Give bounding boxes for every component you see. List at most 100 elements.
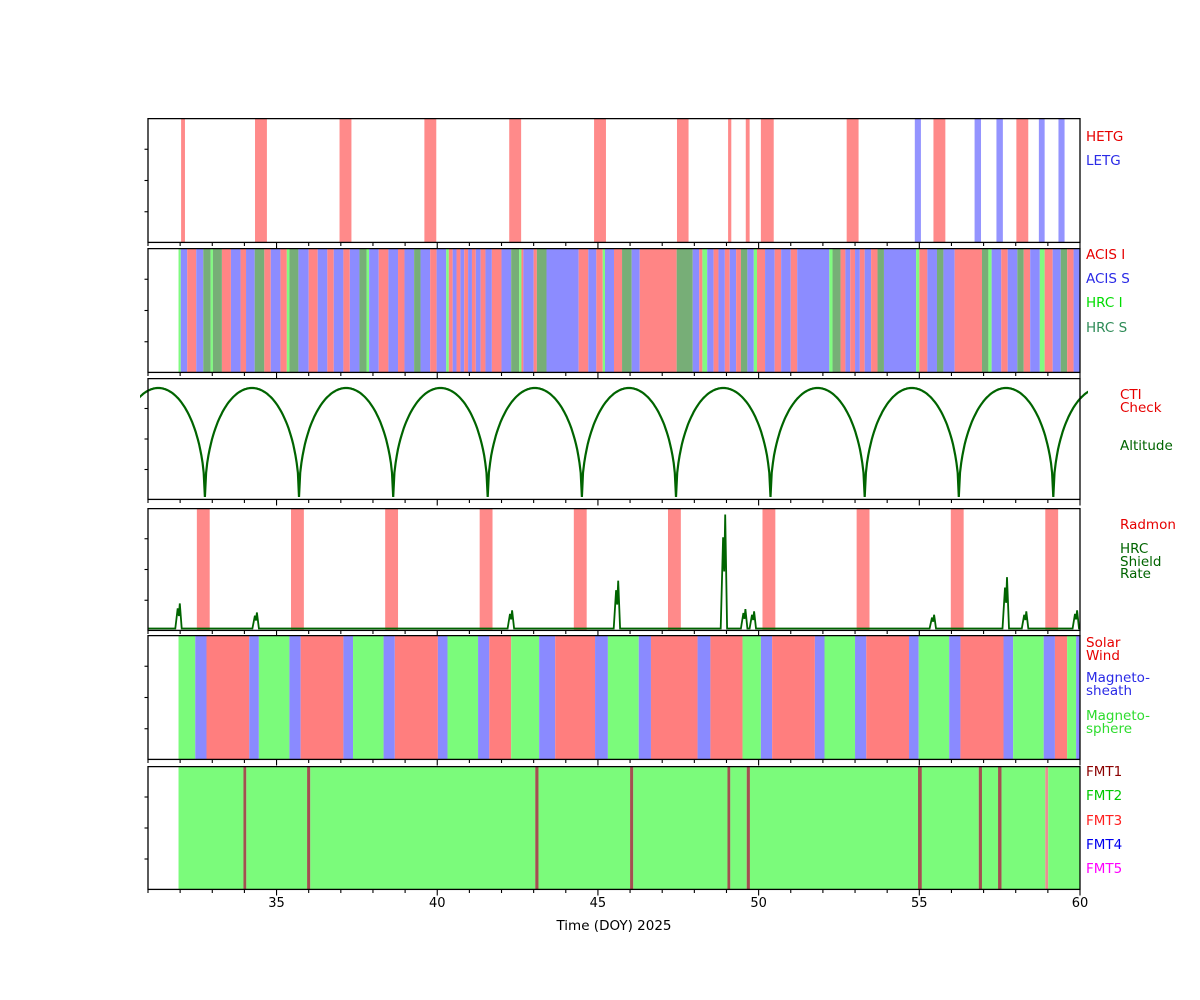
instruments-segment-acis_s	[196, 249, 204, 372]
gratings-bar-hetg	[933, 119, 946, 242]
panel-border	[147, 378, 1081, 501]
regions-segment-magnetosheath	[638, 636, 651, 759]
regions-segment-magnetosphere	[511, 636, 540, 759]
instruments-segment-acis_s	[460, 249, 465, 372]
instruments-segment-hrc_s	[832, 249, 841, 372]
regions-segment-magnetosheath	[478, 636, 490, 759]
instruments-segment-acis_s	[765, 249, 775, 372]
telemetry-segment-fmt3	[1045, 767, 1049, 889]
panel-canvas-regions	[144, 635, 1081, 766]
telemetry-segment-fmt2	[1001, 767, 1046, 889]
instruments-segment-acis_i	[491, 249, 502, 372]
telemetry-segment-fmt1	[243, 767, 247, 889]
instruments-segment-acis_s	[707, 249, 714, 372]
instruments-segment-acis_s	[230, 249, 241, 372]
instruments-segment-acis_s	[991, 249, 1002, 372]
instruments-segment-acis_i	[398, 249, 405, 372]
instruments-segment-acis_i	[736, 249, 741, 372]
instruments-segment-acis_i	[378, 249, 389, 372]
instruments-segment-hrc_i	[988, 249, 992, 372]
panel-canvas-radmon	[144, 508, 1081, 637]
regions-segment-magnetosheath	[697, 636, 711, 759]
instruments-segment-acis_s	[468, 249, 472, 372]
telemetry-segment-fmt1	[978, 767, 982, 889]
telemetry-segment-fmt1	[746, 767, 750, 889]
telemetry-segment-fmt2	[981, 767, 999, 889]
instruments-segment-acis_i	[264, 249, 271, 372]
instruments-segment-hrc_s	[936, 249, 944, 372]
instruments-segment-acis_s	[452, 249, 457, 372]
panel-border	[147, 508, 1081, 632]
regions-segment-magnetosphere	[607, 636, 639, 759]
regions-segment-solar_wind	[710, 636, 743, 759]
panel-canvas-telemetry	[144, 766, 1081, 896]
legend-label-radmon-1-1: Shield	[1120, 553, 1162, 570]
legend-label-regions-1-1: sheath	[1086, 682, 1133, 699]
instruments-segment-hrc_i	[916, 249, 920, 372]
legend-label-instruments-2-0: HRC I	[1086, 295, 1123, 311]
regions-segment-solar_wind	[489, 636, 512, 759]
gratings-bar-letg	[1038, 119, 1045, 242]
regions-segment-magnetosheath	[1003, 636, 1014, 759]
telemetry-segment-fmt2	[310, 767, 536, 889]
instruments-segment-acis_i	[954, 249, 982, 372]
x-tick-label-35: 35	[268, 896, 285, 911]
shield-rate-line	[148, 514, 1080, 630]
legend-label-radmon-1-2: Rate	[1120, 566, 1151, 582]
telemetry-segment-fmt1	[918, 767, 922, 889]
instruments-segment-hrc_s	[622, 249, 632, 372]
regions-segment-solar_wind	[960, 636, 1004, 759]
panel-border	[147, 766, 1081, 891]
instruments-segment-acis_s	[436, 249, 447, 372]
telemetry-segment-fmt1	[727, 767, 731, 889]
regions-segment-magnetosheath	[1076, 636, 1080, 759]
instruments-segment-acis_s	[927, 249, 937, 372]
legend-label-radmon-0-0: Radmon	[1120, 517, 1176, 533]
instruments-segment-acis_i	[521, 249, 524, 372]
telemetry-segment-fmt2	[749, 767, 919, 889]
legend-label-regions-0-0: Solar	[1086, 635, 1121, 651]
instruments-segment-acis_s	[943, 249, 955, 372]
legend-label-telemetry-1-0: FMT2	[1086, 788, 1123, 804]
instruments-segment-acis_s	[298, 249, 309, 372]
radmon-disable-bar	[479, 509, 493, 630]
gratings-bar-hetg	[846, 119, 859, 242]
regions-segment-solar_wind	[1054, 636, 1068, 759]
instruments-segment-hrc_s	[254, 249, 265, 372]
x-tick-label-55: 55	[911, 896, 928, 911]
regions-segment-magnetosphere	[918, 636, 950, 759]
regions-segment-solar_wind	[866, 636, 910, 759]
instruments-segment-acis_s	[1073, 249, 1080, 372]
panel-telemetry	[140, 766, 1088, 899]
gratings-bar-hetg	[594, 119, 606, 242]
x-tick-label-45: 45	[589, 896, 607, 911]
regions-segment-solar_wind	[394, 636, 438, 759]
legend-label-radmon-1-0: HRC	[1120, 541, 1149, 557]
regions-segment-magnetosheath	[289, 636, 301, 759]
legend-label-gratings-1-0: LETG	[1086, 153, 1121, 169]
gratings-bar-letg	[996, 119, 1003, 242]
legend-label-regions-2-1: sphere	[1086, 720, 1133, 737]
telemetry-segment-fmt1	[630, 767, 634, 889]
instruments-segment-acis_i	[280, 249, 287, 372]
instruments-segment-hrc_s	[414, 249, 421, 372]
instruments-segment-acis_i	[840, 249, 846, 372]
instruments-segment-acis_i	[614, 249, 623, 372]
instruments-segment-acis_i	[1044, 249, 1053, 372]
instruments-segment-acis_i	[850, 249, 856, 372]
gratings-bar-letg	[914, 119, 921, 242]
regions-segment-solar_wind	[300, 636, 344, 759]
instruments-segment-acis_s	[729, 249, 737, 372]
radmon-disable-bar	[1045, 509, 1059, 630]
instruments-segment-acis_s	[781, 249, 791, 372]
x-tick-label-40: 40	[428, 896, 446, 911]
regions-segment-magnetosphere	[742, 636, 761, 759]
instruments-segment-acis_s	[631, 249, 640, 372]
instruments-segment-acis_s	[1007, 249, 1018, 372]
regions-segment-magnetosphere	[824, 636, 856, 759]
panel-border	[147, 118, 1081, 244]
instruments-segment-acis_i	[757, 249, 766, 372]
legend-label-altitude-0-0: CTI	[1120, 387, 1142, 403]
instruments-segment-acis_s	[388, 249, 399, 372]
instruments-segment-acis_s	[1052, 249, 1061, 372]
